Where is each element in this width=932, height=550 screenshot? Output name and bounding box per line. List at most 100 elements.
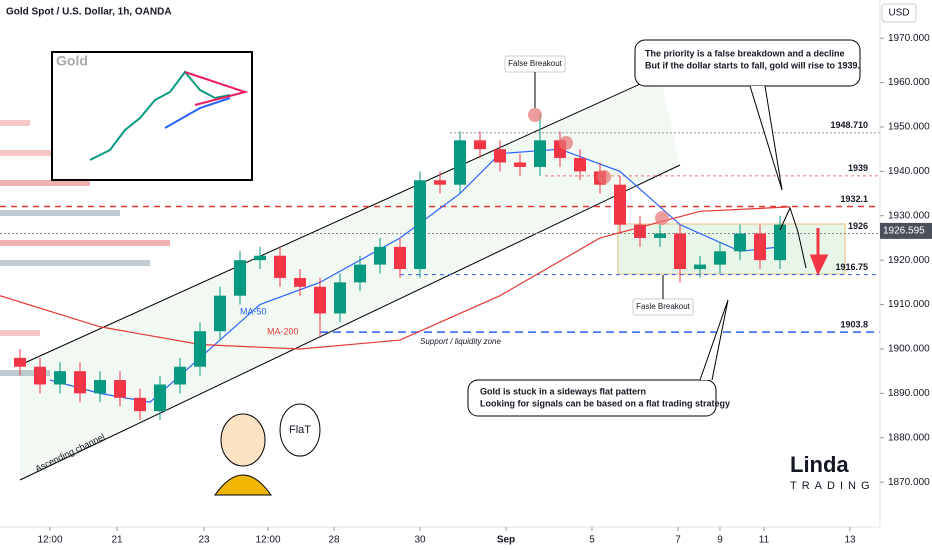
candle-body xyxy=(194,331,206,367)
cartoon-body xyxy=(214,474,272,496)
annotation: Gold is stuck in a sideways flat pattern xyxy=(480,386,646,396)
candle-body xyxy=(574,158,586,172)
profile-bar xyxy=(0,180,90,186)
candle-body xyxy=(474,140,486,150)
speech: FlaT xyxy=(289,424,311,436)
candle-body xyxy=(34,366,46,385)
x-tick-label: Sep xyxy=(497,535,515,546)
inset-title: Gold xyxy=(56,53,88,69)
annotation: But if the dollar starts to fall, gold w… xyxy=(645,60,860,70)
breakout-marker xyxy=(655,211,669,225)
x-tick-label: 5 xyxy=(589,535,595,546)
candle-body xyxy=(714,251,726,265)
channel-line xyxy=(19,164,681,481)
candle-body xyxy=(14,357,26,367)
candle-body xyxy=(674,233,686,270)
profile-bar xyxy=(0,260,150,266)
annotation: False Breakout xyxy=(508,59,563,68)
candle-body xyxy=(534,140,546,167)
annotation: Fasle Breakout xyxy=(636,302,691,311)
x-tick-label: 23 xyxy=(198,535,210,546)
candle-body xyxy=(454,140,466,185)
annotation-box xyxy=(634,39,861,87)
inset-price xyxy=(89,70,231,161)
logo: Linda xyxy=(790,452,849,477)
candle-body xyxy=(174,366,186,385)
candle-body xyxy=(374,246,386,265)
candle-body xyxy=(114,380,126,398)
level-label: 1926 xyxy=(848,221,868,231)
candle-body xyxy=(394,246,406,270)
currency: USD xyxy=(888,8,909,19)
candle-body xyxy=(74,371,86,394)
candle-body xyxy=(234,260,246,296)
y-axis xyxy=(880,0,932,550)
currency-button[interactable] xyxy=(881,3,917,23)
price-tag-label: 1926.595 xyxy=(883,226,925,237)
profile-bar xyxy=(0,240,170,246)
level-label: 1948.710 xyxy=(830,120,868,130)
x-tick-label: 7 xyxy=(675,535,681,546)
annotation-pointer xyxy=(749,85,783,191)
y-tick-label: 1970.000 xyxy=(888,33,930,44)
annotation: The priority is a false breakdown and a … xyxy=(645,48,845,58)
x-tick-label: 21 xyxy=(111,535,123,546)
annotation-box xyxy=(467,379,717,417)
candle-body xyxy=(254,255,266,261)
candle-body xyxy=(774,224,786,261)
breakout-marker xyxy=(528,108,542,122)
legend-label: MA-200 xyxy=(267,326,299,336)
candle-body xyxy=(54,371,66,385)
candle-body xyxy=(134,397,146,412)
x-tick-label: 11 xyxy=(759,535,770,546)
chart-title: Gold Spot / U.S. Dollar, 1h, OANDA xyxy=(6,7,172,18)
y-tick-label: 1920.000 xyxy=(888,255,930,266)
x-tick-label: 12:00 xyxy=(37,535,62,546)
x-tick-label: 9 xyxy=(717,535,723,546)
candle-body xyxy=(494,149,506,163)
level-label: 1932.1 xyxy=(840,194,868,204)
candle-body xyxy=(614,184,626,225)
x-tick-label: 13 xyxy=(844,535,856,546)
legend-label: MA-50 xyxy=(240,306,267,316)
flat-zone xyxy=(617,223,846,275)
candle-body xyxy=(94,380,106,394)
candle-body xyxy=(694,264,706,270)
candle-body xyxy=(314,286,326,314)
channel-line xyxy=(19,74,661,366)
level-label: 1939 xyxy=(848,163,868,173)
x-tick-label: 30 xyxy=(414,535,426,546)
inset xyxy=(51,51,253,181)
y-tick-label: 1890.000 xyxy=(888,388,930,399)
x-tick-label: 28 xyxy=(328,535,340,546)
inset-line xyxy=(184,71,249,106)
down-arrow xyxy=(809,228,829,276)
y-tick-label: 1940.000 xyxy=(888,166,930,177)
level-label: 1903.8 xyxy=(840,319,868,329)
annotation: Support / liquidity zone xyxy=(420,337,501,346)
candle-body xyxy=(654,233,666,238)
profile-bar xyxy=(0,120,30,126)
candle-body xyxy=(734,233,746,252)
annotation-pointer xyxy=(699,299,729,381)
y-tick-label: 1960.000 xyxy=(888,77,930,88)
inset-line xyxy=(164,97,231,129)
candle-body xyxy=(434,180,446,185)
candle-body xyxy=(514,162,526,167)
y-tick-label: 1900.000 xyxy=(888,344,930,355)
logo-sub: TRADING xyxy=(790,480,875,492)
y-tick-label: 1870.000 xyxy=(888,477,930,488)
breakout-marker xyxy=(597,170,611,184)
candle-body xyxy=(754,233,766,261)
candle-body xyxy=(214,295,226,332)
forecast-path xyxy=(779,206,807,269)
profile-bar xyxy=(0,330,40,336)
candle-body xyxy=(414,180,426,270)
candle-body xyxy=(634,224,646,238)
profile-bar xyxy=(0,370,50,376)
candle-body xyxy=(294,277,306,287)
candle-body xyxy=(154,384,166,412)
speech-bubble xyxy=(279,403,321,457)
candle-body xyxy=(274,255,286,278)
